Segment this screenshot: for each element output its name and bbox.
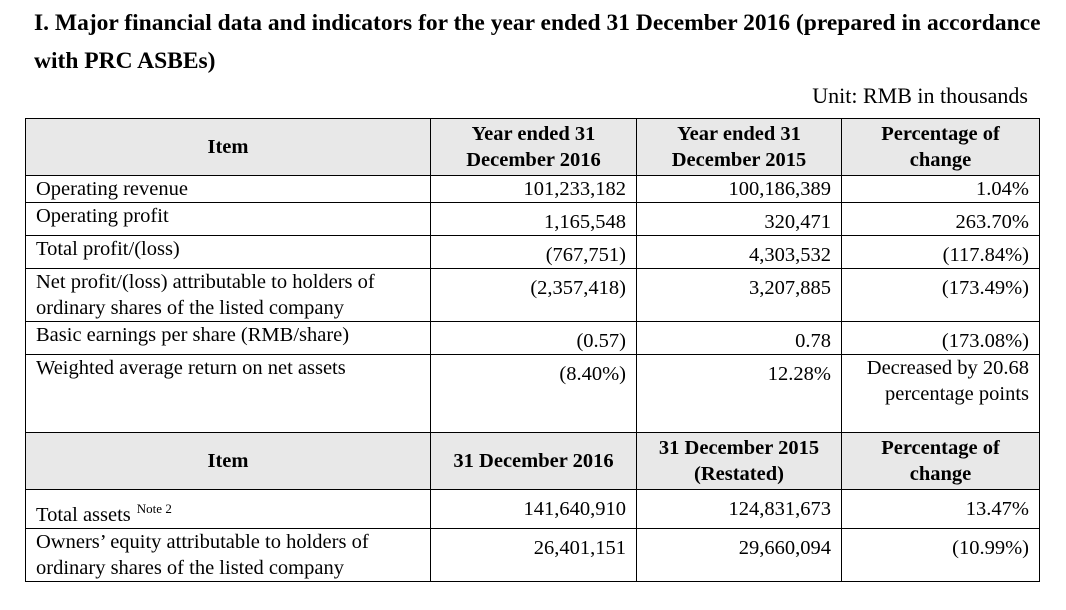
table-row: Total assets Note 2 141,640,910 124,831,6…	[25, 489, 1040, 529]
row-value-2015: 124,831,673	[636, 489, 842, 529]
table-row: Owners’ equity attributable to holders o…	[25, 528, 1040, 582]
row-change: (173.49%)	[841, 268, 1040, 322]
header-date-2016: 31 December 2016	[430, 432, 637, 490]
row-item: Operating revenue	[25, 175, 431, 203]
header-percentage-change: Percentage of change	[841, 432, 1040, 490]
row-change: Decreased by 20.68 percentage points	[841, 354, 1040, 433]
footnote-marker: Note 2	[136, 501, 172, 516]
row-change: (173.08%)	[841, 321, 1040, 355]
header-row-2: Item 31 December 2016 31 December 2015 (…	[25, 432, 1040, 490]
table-row: Operating profit 1,165,548 320,471 263.7…	[25, 202, 1040, 236]
row-value-2015: 3,207,885	[636, 268, 842, 322]
row-item-label: Total assets	[36, 504, 131, 526]
row-value-2016: (0.57)	[430, 321, 637, 355]
row-item: Total profit/(loss)	[25, 235, 431, 269]
header-date-2015-restated: 31 December 2015 (Restated)	[636, 432, 842, 490]
header-year-2015: Year ended 31 December 2015	[636, 118, 842, 176]
row-value-2016: (8.40%)	[430, 354, 637, 433]
row-value-2015: 0.78	[636, 321, 842, 355]
row-item: Net profit/(loss) attributable to holder…	[25, 268, 431, 322]
table-row: Net profit/(loss) attributable to holder…	[25, 268, 1040, 322]
row-item: Basic earnings per share (RMB/share)	[25, 321, 431, 355]
row-change: (10.99%)	[841, 528, 1040, 582]
row-change: 13.47%	[841, 489, 1040, 529]
header-year-2016: Year ended 31 December 2016	[430, 118, 637, 176]
header-percentage-change: Percentage of change	[841, 118, 1040, 176]
table-row: Basic earnings per share (RMB/share) (0.…	[25, 321, 1040, 355]
table-row: Total profit/(loss) (767,751) 4,303,532 …	[25, 235, 1040, 269]
header-item: Item	[25, 118, 431, 176]
row-value-2016: (2,357,418)	[430, 268, 637, 322]
row-value-2015: 320,471	[636, 202, 842, 236]
row-change: (117.84%)	[841, 235, 1040, 269]
table-row: Operating revenue 101,233,182 100,186,38…	[25, 175, 1040, 203]
row-value-2016: (767,751)	[430, 235, 637, 269]
table-row: Weighted average return on net assets (8…	[25, 354, 1040, 433]
row-item: Owners’ equity attributable to holders o…	[25, 528, 431, 582]
unit-label: Unit: RMB in thousands	[812, 83, 1028, 108]
row-value-2015: 29,660,094	[636, 528, 842, 582]
row-item: Total assets Note 2	[25, 489, 431, 529]
row-value-2015: 100,186,389	[636, 175, 842, 203]
row-value-2016: 26,401,151	[430, 528, 637, 582]
header-item: Item	[25, 432, 431, 490]
header-row-1: Item Year ended 31 December 2016 Year en…	[25, 118, 1040, 176]
row-value-2015: 12.28%	[636, 354, 842, 433]
row-item: Weighted average return on net assets	[25, 354, 431, 433]
row-change: 263.70%	[841, 202, 1040, 236]
row-change: 1.04%	[841, 175, 1040, 203]
section-title: I. Major financial data and indicators f…	[34, 10, 1041, 74]
row-value-2015: 4,303,532	[636, 235, 842, 269]
row-value-2016: 1,165,548	[430, 202, 637, 236]
financial-table: Item Year ended 31 December 2016 Year en…	[25, 118, 1040, 582]
row-value-2016: 101,233,182	[430, 175, 637, 203]
row-item: Operating profit	[25, 202, 431, 236]
row-value-2016: 141,640,910	[430, 489, 637, 529]
